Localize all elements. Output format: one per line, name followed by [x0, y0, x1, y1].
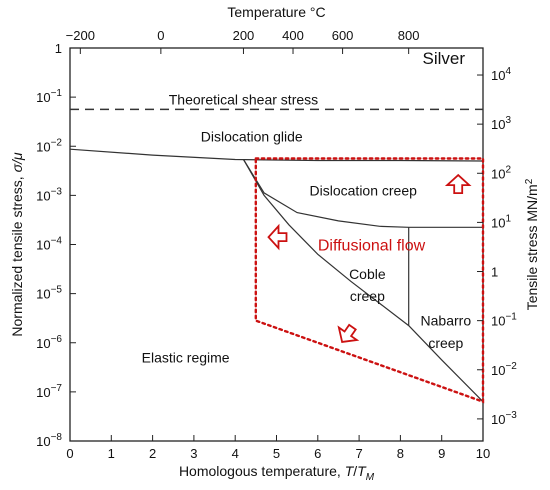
x-tick-label: 9	[438, 446, 445, 461]
y-tick-label: 10−3	[36, 186, 62, 203]
y-tick-label: 10−6	[36, 334, 62, 351]
region-label: creep	[350, 288, 385, 304]
x-tick-label: 6	[314, 446, 321, 461]
right-tick-label: 10−3	[491, 410, 517, 427]
top-tick-label: 400	[282, 28, 304, 43]
right-tick-label: 10−2	[491, 361, 517, 378]
region-label: Elastic regime	[142, 349, 230, 365]
x-tick-label: 5	[273, 446, 280, 461]
region-label: creep	[428, 335, 463, 351]
y-tick-label: 10−8	[36, 432, 62, 449]
mechanism-boundary-line	[69, 148, 484, 162]
x-tick-label: 2	[149, 446, 156, 461]
region-label: Coble	[349, 266, 386, 282]
x-tick-label: 8	[397, 446, 404, 461]
x-tick-label: 10	[476, 446, 490, 461]
region-label: Dislocation creep	[310, 182, 418, 198]
x-tick-label: 3	[190, 446, 197, 461]
right-tick-label: 102	[491, 164, 511, 181]
diffusional-flow-region	[254, 157, 485, 404]
y-tick-label: 10−5	[36, 285, 62, 302]
top-tick-label: 600	[332, 28, 354, 43]
right-tick-label: 1	[491, 265, 498, 280]
y-tick-label: 10−2	[36, 137, 62, 154]
mechanism-boundary-line	[242, 159, 410, 327]
y-tick-label: 10−4	[36, 236, 62, 253]
region-label: Nabarro	[421, 313, 472, 329]
right-tick-label: 103	[491, 115, 511, 132]
arrow-down-left-icon	[337, 323, 360, 343]
region-label: Dislocation glide	[201, 128, 303, 144]
right-tick-label: 101	[491, 213, 511, 230]
x-tick-label: 7	[355, 446, 362, 461]
x-tick-label: 4	[232, 446, 239, 461]
region-label: Theoretical shear stress	[169, 92, 318, 108]
mechanism-boundary-line	[408, 325, 484, 403]
right-axis-title: Tensile stress MN/m2	[524, 178, 540, 310]
y-tick-label: 1	[55, 41, 62, 56]
diffusional-flow-label: Diffusional flow	[318, 238, 426, 255]
y-tick-label: 10−7	[36, 383, 62, 400]
arrow-left-icon	[267, 223, 288, 251]
top-axis-title: Temperature °C	[227, 4, 325, 20]
top-tick-label: −200	[66, 28, 95, 43]
top-tick-label: 0	[157, 28, 164, 43]
x-tick-label: 1	[108, 446, 115, 461]
arrow-up-icon	[444, 173, 472, 195]
y-axis-title: Normalized tensile stress, σ/μ	[9, 152, 25, 337]
y-tick-label: 10−1	[36, 88, 62, 105]
right-tick-label: 10−1	[491, 312, 517, 329]
top-tick-label: 200	[233, 28, 255, 43]
x-axis-title: Homologous temperature, T/TM	[179, 463, 375, 483]
chart-title: Silver	[423, 49, 466, 68]
top-tick-label: 800	[398, 28, 420, 43]
x-tick-label: 0	[66, 446, 73, 461]
right-tick-label: 104	[491, 66, 511, 83]
